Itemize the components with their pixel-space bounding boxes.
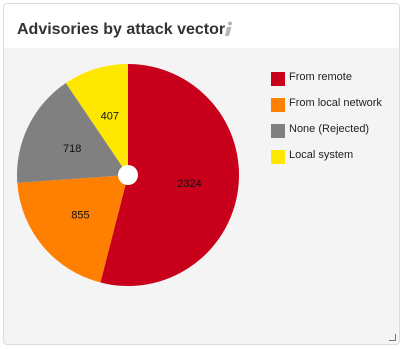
resize-handle[interactable]	[389, 334, 396, 341]
panel-header: Advisories by attack vector	[4, 4, 399, 48]
legend-label: From remote	[289, 71, 352, 83]
legend-swatch	[271, 124, 285, 138]
legend-label: Local system	[289, 149, 354, 161]
legend-label: None (Rejected)	[289, 123, 370, 135]
legend-swatch	[271, 98, 285, 112]
pie-center-hole	[118, 165, 138, 185]
legend-label: From local network	[289, 97, 382, 109]
pie-chart: 2324 855 718 407	[17, 64, 240, 286]
info-icon[interactable]	[222, 21, 234, 38]
slice-value-label: 2324	[177, 178, 201, 190]
chart-panel: Advisories by attack vector 2324 855 718 40…	[3, 3, 400, 345]
legend-swatch	[271, 72, 285, 86]
slice-value-label: 855	[71, 210, 89, 222]
pie-slice-from-remote[interactable]	[100, 64, 240, 286]
slice-value-label: 718	[63, 143, 81, 155]
pie-slice-local-system[interactable]	[65, 64, 128, 175]
pie-slice-none-rejected[interactable]	[17, 83, 128, 183]
panel-title: Advisories by attack vector	[17, 21, 226, 38]
pie-slice-from-local-network[interactable]	[17, 175, 128, 283]
slice-value-label: 407	[101, 111, 119, 123]
legend-swatch	[271, 150, 285, 164]
